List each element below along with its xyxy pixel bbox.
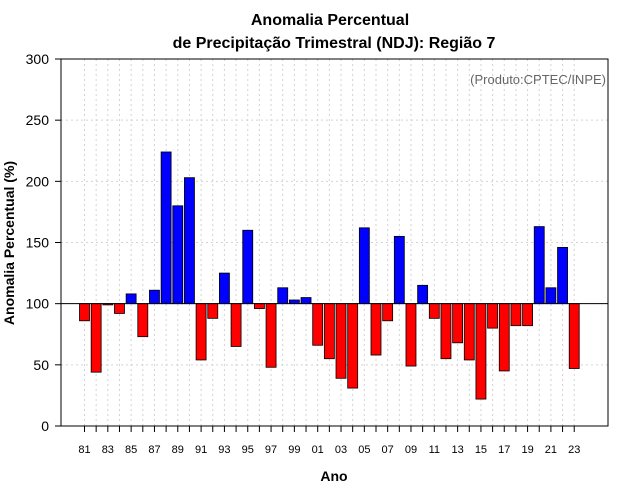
x-tick-label: 93 [218, 444, 230, 456]
bar-10 [417, 284, 429, 305]
x-tick-label: 83 [102, 444, 114, 456]
bar-92 [207, 303, 219, 319]
x-tick-label: 23 [568, 444, 580, 456]
bar-21 [545, 287, 557, 305]
bar-99 [288, 299, 300, 305]
x-tick-label: 03 [335, 444, 347, 456]
bar-81 [79, 303, 90, 322]
x-tick-label: 09 [405, 444, 417, 456]
bar-94 [230, 303, 242, 347]
x-tick-label: 97 [265, 444, 277, 456]
bar-82 [90, 303, 102, 373]
chart-title-line2: de Precipitação Trimestral (NDJ): Região… [173, 35, 496, 52]
y-tick-label: 250 [26, 112, 50, 128]
x-tick-label: 89 [172, 444, 184, 456]
x-tick-label: 01 [312, 444, 324, 456]
y-axis-title: Anomalia Percentual (%) [1, 161, 17, 325]
x-tick-label: 95 [242, 444, 254, 456]
x-tick-label: 11 [429, 444, 440, 456]
bar-07 [382, 303, 394, 322]
x-tick-label: 05 [358, 444, 370, 456]
bar-01 [312, 303, 324, 346]
plot-frame [60, 58, 609, 427]
x-tick-label: 91 [195, 444, 207, 456]
bar-96 [253, 303, 265, 309]
bar-16 [487, 303, 499, 329]
bar-04 [347, 303, 359, 389]
bar-11 [428, 303, 440, 319]
bar-97 [265, 303, 277, 368]
bar-02 [323, 303, 335, 360]
x-tick-label: 81 [78, 444, 90, 456]
x-tick-label: 15 [475, 444, 487, 456]
bar-87 [149, 289, 160, 305]
bar-22 [557, 246, 568, 305]
bar-98 [277, 287, 289, 305]
y-tick-label: 150 [26, 235, 50, 251]
bar-90 [184, 177, 195, 305]
bar-08 [393, 235, 405, 305]
bars [79, 151, 580, 400]
y-tick-label: 200 [26, 173, 50, 189]
y-tick-label: 50 [33, 357, 49, 373]
x-tick-label: 87 [148, 444, 160, 456]
y-tick-label: 0 [41, 418, 49, 434]
bar-23 [568, 303, 580, 369]
x-tick-label: 99 [288, 444, 300, 456]
x-tick-label: 17 [498, 444, 510, 456]
x-tick-label: 85 [125, 444, 137, 456]
bar-00 [300, 297, 312, 305]
y-tick-label: 100 [26, 296, 50, 312]
bar-85 [125, 293, 137, 305]
x-tick-label: 07 [382, 444, 394, 456]
bar-13 [452, 303, 464, 344]
x-axis-title: Ano [320, 468, 347, 484]
bar-88 [160, 151, 172, 305]
bar-20 [533, 226, 545, 305]
bar-14 [463, 303, 475, 361]
bar-05 [358, 227, 370, 305]
bar-09 [405, 303, 417, 367]
bar-12 [440, 303, 452, 360]
x-tick-label: 19 [521, 444, 533, 456]
x-tick-label: 13 [451, 444, 463, 456]
bar-18 [510, 303, 522, 327]
credit-label: (Produto:CPTEC/INPE) [470, 72, 606, 87]
bar-89 [172, 205, 184, 305]
x-tick-label: 21 [545, 444, 557, 456]
bar-84 [114, 303, 125, 314]
bar-95 [242, 229, 254, 305]
bar-19 [522, 303, 533, 327]
bar-17 [498, 303, 510, 372]
chart-title-line1: Anomalia Percentual [251, 12, 409, 29]
bar-86 [137, 303, 149, 338]
gridlines [61, 58, 608, 427]
bar-91 [195, 303, 207, 361]
bar-03 [335, 303, 347, 379]
bar-06 [370, 303, 382, 356]
y-axis: 0 50 100 150 200 250 300 [26, 51, 61, 434]
y-tick-label: 300 [26, 51, 50, 67]
bar-15 [475, 303, 487, 400]
bar-93 [219, 272, 230, 305]
x-axis: 81 83 85 87 89 91 93 95 97 99 01 03 05 07 09 11 13 15 17 19… [78, 426, 580, 456]
